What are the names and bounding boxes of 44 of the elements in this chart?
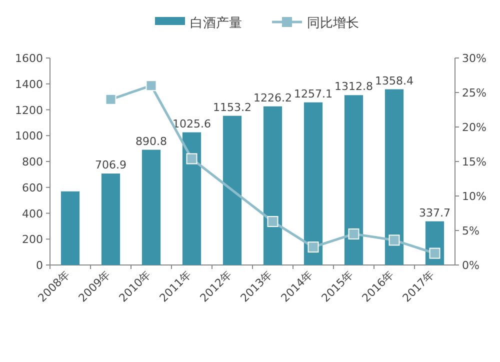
y2-tick-label: 30% xyxy=(462,52,486,65)
bar xyxy=(142,150,161,265)
bar xyxy=(60,191,80,265)
legend-label: 白酒产量 xyxy=(190,16,242,31)
y-tick-label: 600 xyxy=(22,181,43,194)
data-label: 337.7 xyxy=(419,206,450,220)
bar xyxy=(344,95,364,265)
point xyxy=(186,153,198,164)
data-label: 1025.6 xyxy=(172,117,211,130)
data-label: 1153.2 xyxy=(213,100,252,114)
bar xyxy=(222,116,242,265)
y-tick-label: 200 xyxy=(22,233,43,246)
y2-tick-label: 25% xyxy=(462,86,486,100)
y-tick-label: 1400 xyxy=(15,78,43,91)
bar xyxy=(101,174,120,265)
data-label: 1226.2 xyxy=(254,91,292,104)
point xyxy=(308,242,319,253)
point xyxy=(429,248,440,259)
y2-tick-label: 20% xyxy=(462,121,486,134)
y-tick-label: 0 xyxy=(36,259,43,272)
y-tick-label: 800 xyxy=(22,156,43,168)
bar xyxy=(182,132,202,265)
data-label: 706.9 xyxy=(95,158,126,172)
y2-tick-label: 0% xyxy=(462,259,480,272)
bar xyxy=(304,102,323,265)
y2-tick-label: 15% xyxy=(462,156,486,168)
y2-tick-label: 5% xyxy=(462,224,480,238)
point xyxy=(105,94,116,105)
y-tick-label: 1200 xyxy=(15,104,43,117)
data-label: 890.8 xyxy=(136,134,167,148)
y-tick-label: 400 xyxy=(22,207,43,220)
data-label: 1257.1 xyxy=(294,87,332,100)
point xyxy=(388,234,400,246)
y2-tick-label: 10% xyxy=(462,190,486,203)
y-tick-label: 1000 xyxy=(15,130,43,143)
y-tick-label: 1600 xyxy=(15,52,43,65)
legend-label: 同比增长 xyxy=(307,16,359,31)
point xyxy=(348,228,360,240)
bar xyxy=(263,106,282,265)
data-label: 1312.8 xyxy=(334,80,373,94)
point xyxy=(267,216,278,228)
data-label: 1358.4 xyxy=(375,74,414,88)
bar xyxy=(384,89,404,265)
point xyxy=(146,80,157,92)
